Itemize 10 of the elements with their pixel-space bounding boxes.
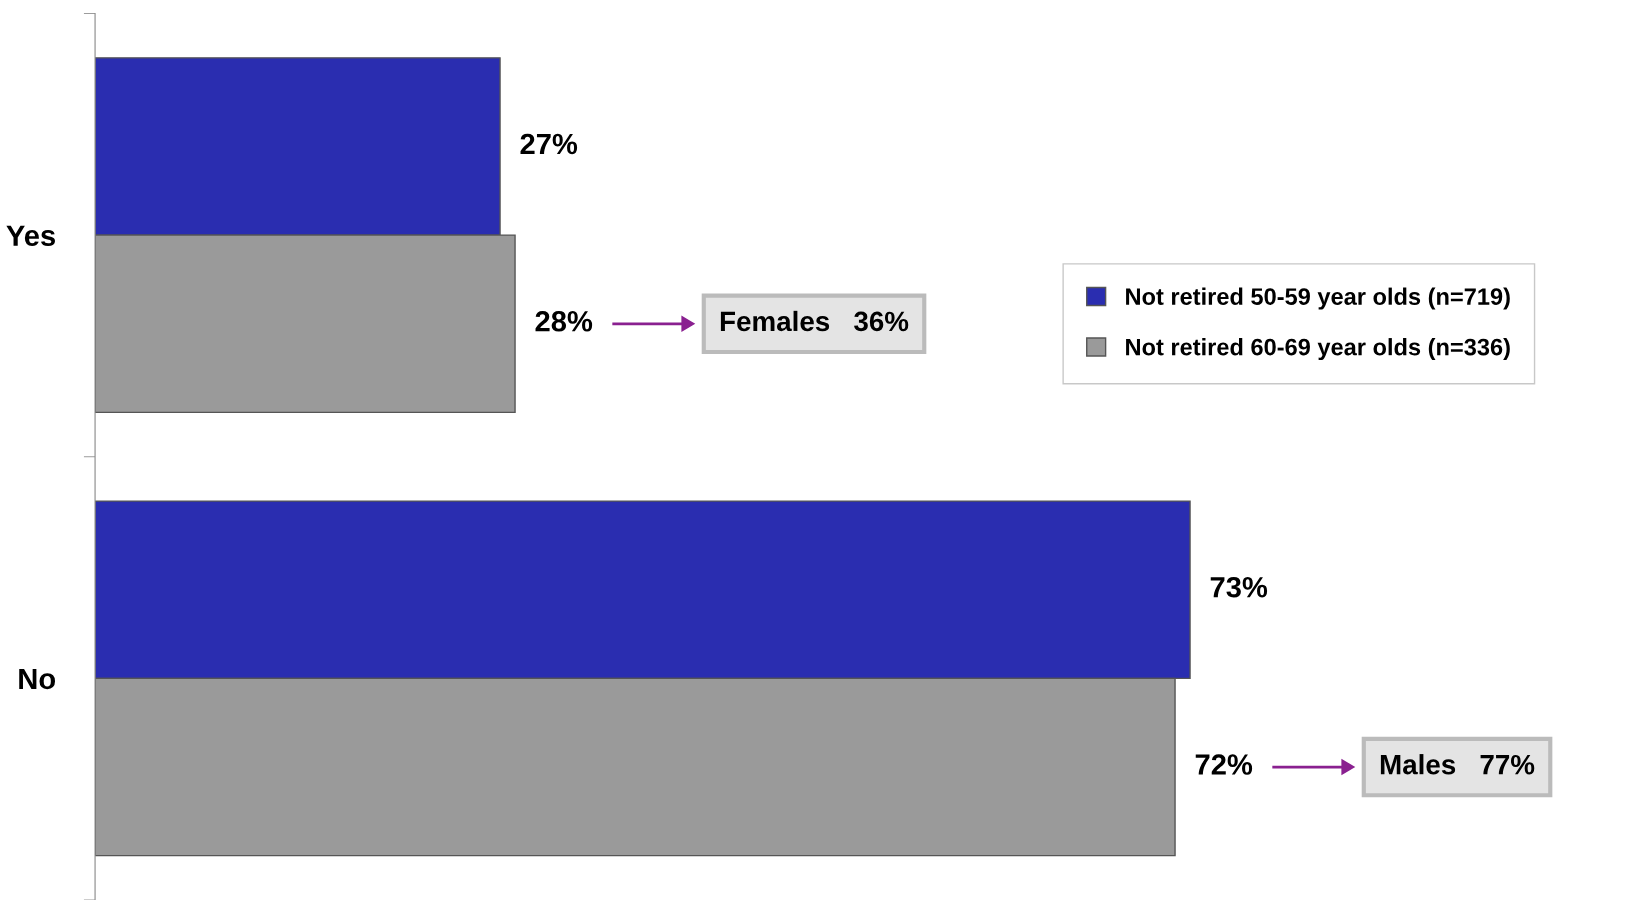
annotation: Females 36% [720, 310, 909, 332]
data-label: 27% [520, 133, 578, 155]
data-label: 72% [1195, 754, 1253, 775]
y-tick-label: No [19, 668, 56, 690]
data-label: 73% [1210, 576, 1268, 598]
text: Males 77% [1380, 754, 1535, 775]
legend-label: Not retired 60-69 year olds (n=336) [1126, 338, 1510, 361]
data-label: 28% [535, 310, 593, 332]
legend-label: Not retired 50-59 year olds (n=719) [1126, 287, 1510, 310]
y-tick-label: Yes [6, 225, 55, 246]
